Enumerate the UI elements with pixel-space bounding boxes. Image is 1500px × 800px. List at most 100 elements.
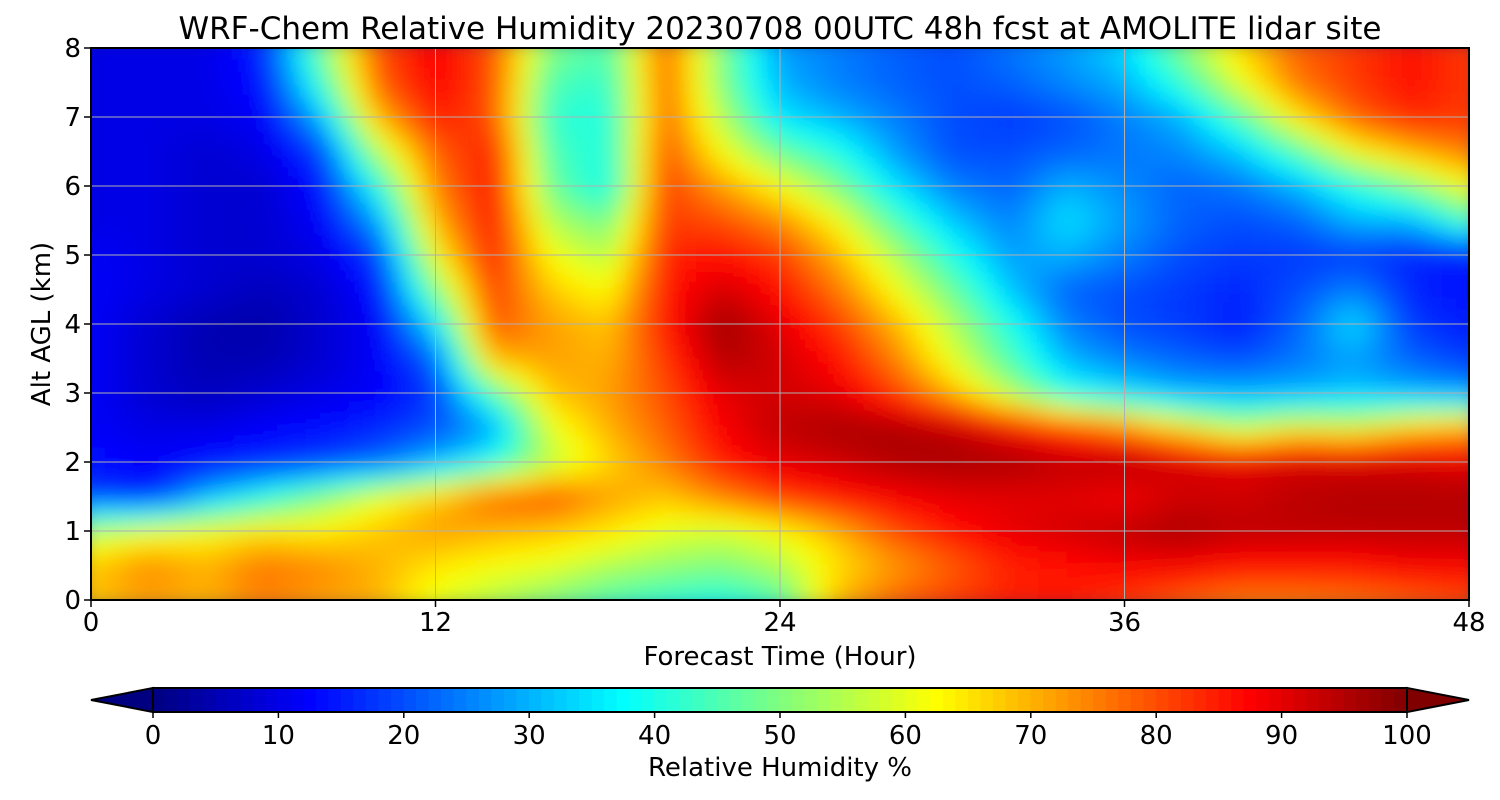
heatmap-cell [923, 496, 939, 509]
heatmap-cell [463, 484, 480, 497]
heatmap-cell [923, 300, 939, 313]
colorbar-level [265, 688, 279, 712]
heatmap-cell [1066, 323, 1082, 336]
heatmap-cell [1382, 496, 1398, 509]
heatmap-cell [908, 208, 925, 221]
heatmap-cell [535, 427, 551, 440]
heatmap-cell [162, 162, 178, 175]
heatmap-cell [664, 174, 681, 187]
heatmap-cell [1181, 473, 1197, 486]
heatmap-cell [478, 358, 494, 371]
heatmap-cell [879, 266, 896, 279]
heatmap-cell [1396, 323, 1413, 336]
heatmap-cell [1181, 174, 1197, 187]
heatmap-cell [923, 450, 939, 463]
heatmap-cell [980, 231, 996, 244]
heatmap-cell [377, 369, 393, 382]
heatmap-cell [291, 369, 307, 382]
heatmap-cell [277, 473, 293, 486]
heatmap-cell [119, 415, 135, 428]
heatmap-cell [1066, 358, 1082, 371]
heatmap-cell [607, 93, 623, 106]
heatmap-cell [1152, 220, 1169, 233]
heatmap-cell [1253, 381, 1269, 394]
heatmap-cell [104, 484, 121, 497]
heatmap-cell [937, 277, 953, 290]
heatmap-cell [1066, 335, 1082, 348]
heatmap-cell [779, 197, 795, 210]
heatmap-cell [406, 461, 422, 474]
heatmap-cell [1238, 450, 1255, 463]
heatmap-cell [894, 220, 910, 233]
heatmap-cell [908, 128, 925, 141]
heatmap-cell [1124, 530, 1140, 543]
heatmap-cell [750, 438, 767, 451]
heatmap-cell [549, 48, 566, 60]
heatmap-cell [1195, 438, 1212, 451]
heatmap-cell [248, 553, 264, 566]
heatmap-cell [190, 254, 207, 267]
heatmap-cell [822, 519, 838, 532]
heatmap-cell [966, 323, 982, 336]
heatmap-cell [923, 427, 939, 440]
colorbar-level [365, 688, 380, 712]
heatmap-cell [1267, 312, 1283, 325]
heatmap-cell [951, 369, 968, 382]
heatmap-cell [1353, 220, 1370, 233]
heatmap-cell [908, 576, 925, 589]
heatmap-cell [549, 151, 566, 164]
heatmap-cell [592, 139, 609, 152]
heatmap-cell [320, 369, 336, 382]
heatmap-cell [994, 70, 1011, 83]
heatmap-cell [1124, 392, 1140, 405]
heatmap-cell [1023, 151, 1039, 164]
heatmap-cell [1368, 151, 1384, 164]
heatmap-cell [707, 128, 724, 141]
heatmap-cell [1095, 404, 1111, 417]
heatmap-cell [1310, 438, 1326, 451]
heatmap-cell [1167, 369, 1183, 382]
heatmap-cell [1066, 174, 1082, 187]
heatmap-cell [808, 162, 824, 175]
heatmap-cell [650, 105, 666, 118]
heatmap-cell [1138, 450, 1154, 463]
heatmap-cell [133, 530, 149, 543]
heatmap-cell [363, 369, 379, 382]
heatmap-cell [420, 289, 436, 302]
heatmap-cell [836, 392, 853, 405]
heatmap-cell [980, 565, 996, 578]
heatmap-cell [592, 289, 609, 302]
heatmap-cell [951, 139, 968, 152]
heatmap-cell [621, 105, 637, 118]
heatmap-cell [722, 450, 738, 463]
heatmap-cell [1138, 266, 1154, 279]
heatmap-cell [291, 358, 307, 371]
heatmap-cell [894, 450, 910, 463]
heatmap-cell [865, 565, 881, 578]
heatmap-cell [664, 392, 681, 405]
heatmap-cell [320, 266, 336, 279]
heatmap-cell [1411, 496, 1427, 509]
heatmap-cell [1454, 392, 1469, 405]
heatmap-cell [1037, 312, 1054, 325]
heatmap-cell [291, 565, 307, 578]
heatmap-cell [449, 174, 465, 187]
heatmap-cell [1425, 93, 1441, 106]
heatmap-cell [750, 59, 767, 72]
heatmap-cell [621, 473, 637, 486]
heatmap-cell [162, 59, 178, 72]
heatmap-cell [363, 128, 379, 141]
heatmap-cell [650, 266, 666, 279]
heatmap-cell [391, 185, 408, 198]
heatmap-cell [1368, 254, 1384, 267]
heatmap-cell [1181, 323, 1197, 336]
heatmap-cell [248, 335, 264, 348]
heatmap-cell [277, 530, 293, 543]
heatmap-cell [492, 48, 508, 60]
heatmap-cell [248, 208, 264, 221]
heatmap-cell [1310, 116, 1326, 129]
heatmap-cell [908, 243, 925, 256]
heatmap-cell [305, 473, 322, 486]
heatmap-cell [391, 139, 408, 152]
heatmap-cell [980, 300, 996, 313]
